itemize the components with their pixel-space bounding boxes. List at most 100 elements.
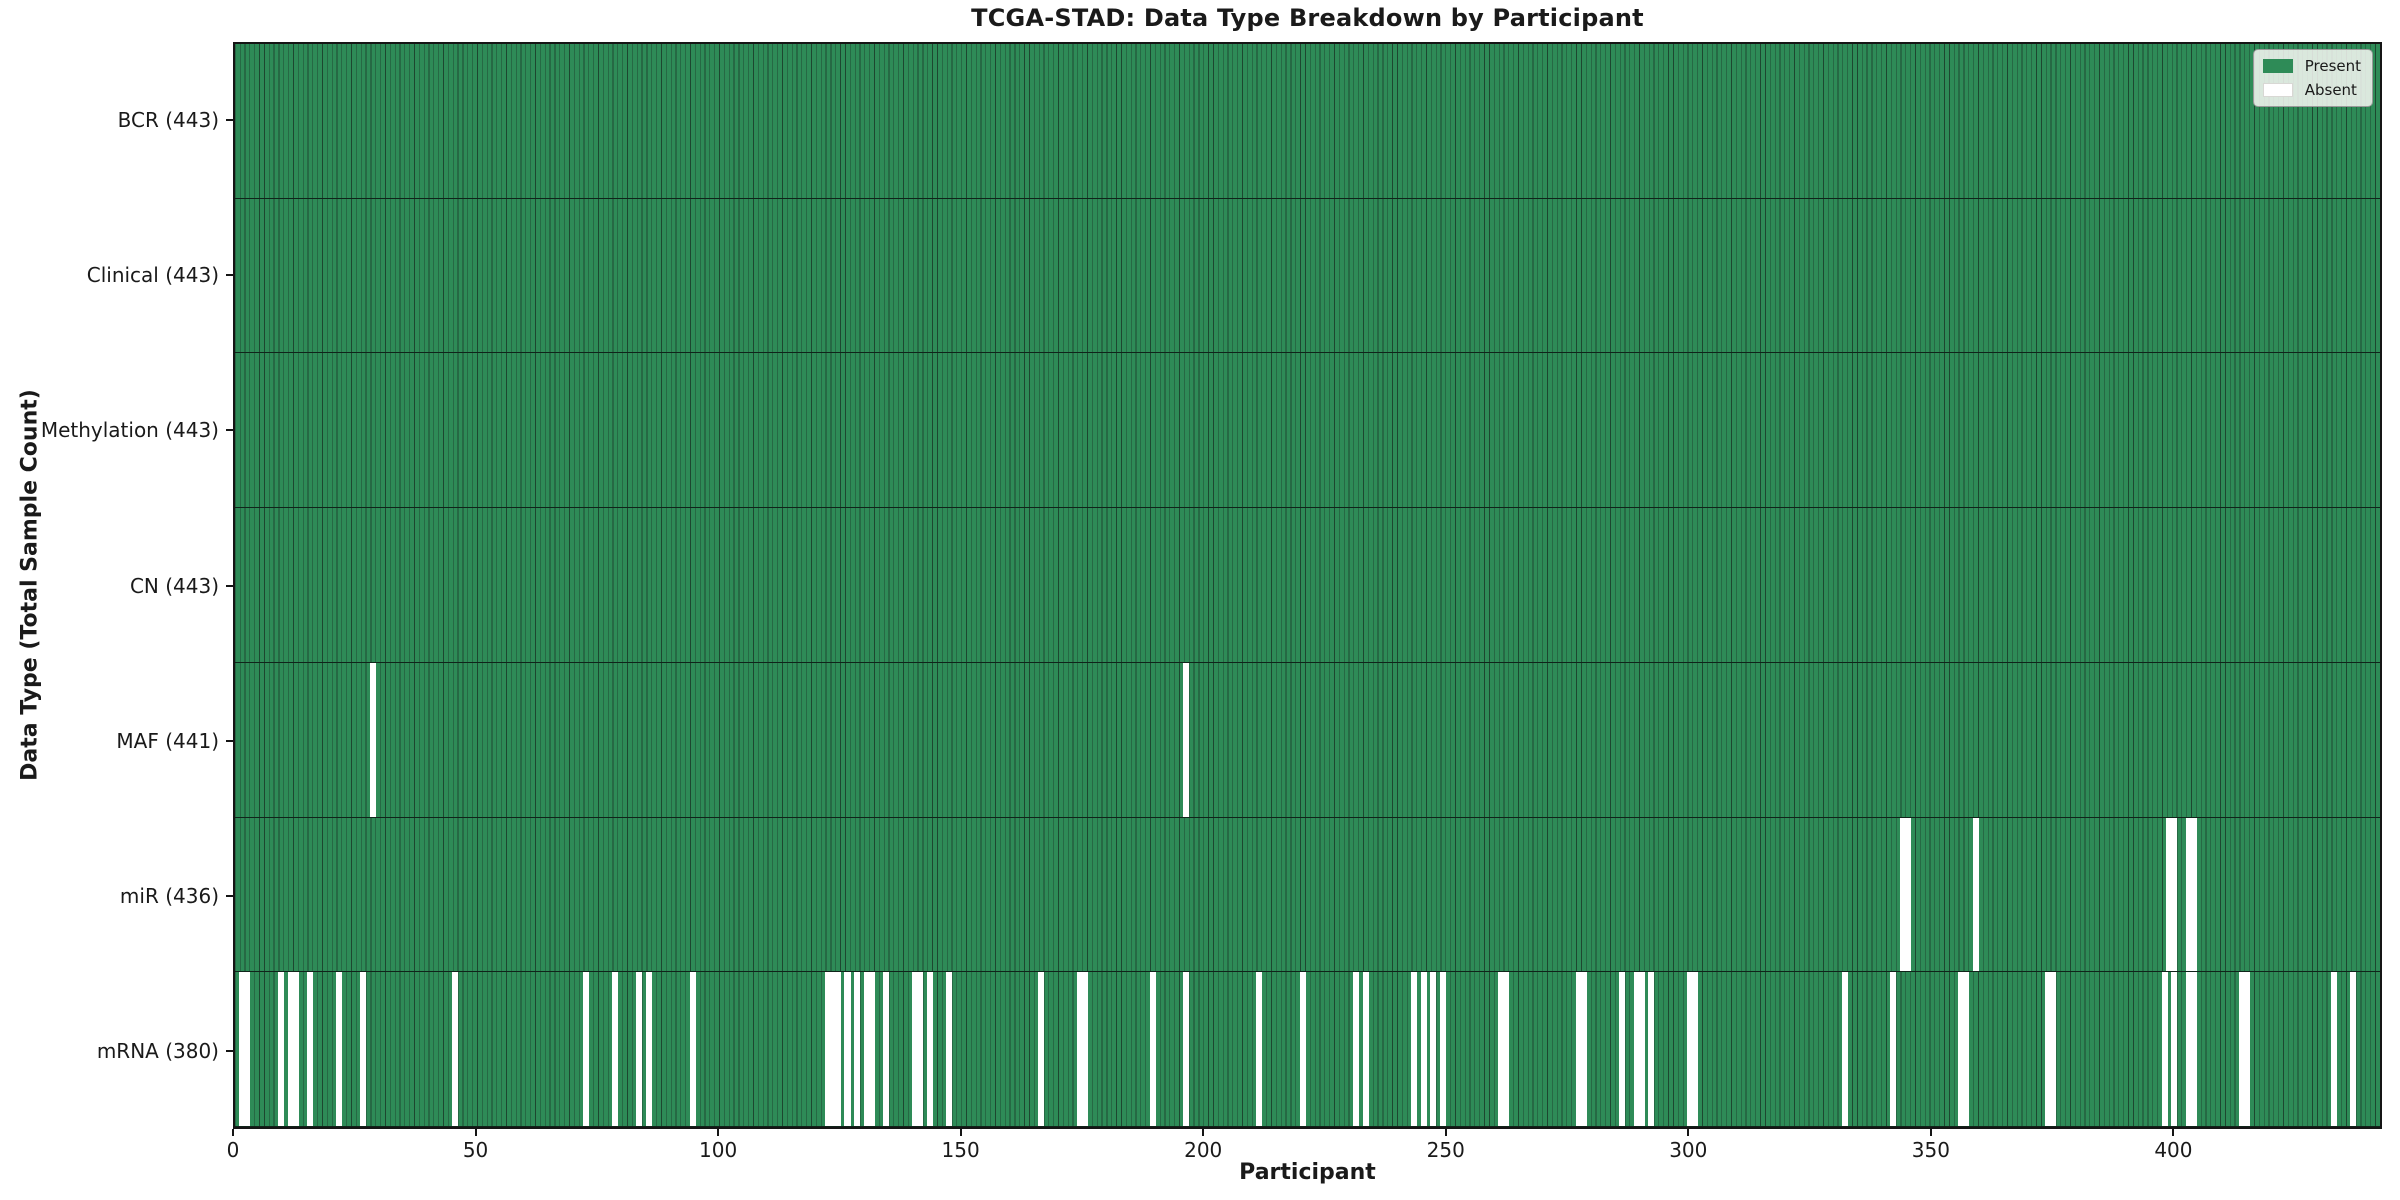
heatmap-row-miR: [235, 817, 2380, 973]
absent-cell: [336, 972, 343, 1127]
absent-cell: [2190, 817, 2197, 972]
x-tick-mark: [1687, 1129, 1690, 1136]
absent-cell: [1411, 972, 1418, 1127]
absent-cell: [452, 972, 459, 1127]
x-tick-label-250: 250: [1426, 1138, 1465, 1162]
absent-cell: [2166, 817, 2173, 972]
heatmap-row-CN: [235, 508, 2380, 663]
absent-cell: [1904, 817, 1911, 972]
absent-cell: [1081, 972, 1088, 1127]
absent-cell: [1183, 662, 1190, 817]
y-axis: BCR (443) Clinical (443) Methylation (443)…: [0, 42, 233, 1129]
y-tick-mark: [226, 118, 233, 121]
absent-cell: [1149, 972, 1156, 1127]
heatmap-row-MAF: [235, 662, 2380, 818]
absent-cell: [1076, 972, 1083, 1127]
absent-cell: [868, 972, 875, 1127]
absent-cell: [1362, 972, 1369, 1127]
absent-cell: [292, 972, 299, 1127]
x-tick-label-0: 0: [226, 1138, 240, 1162]
heatmap-row-mRNA: [235, 972, 2380, 1127]
absent-cell: [825, 972, 832, 1127]
absent-cell: [1503, 972, 1510, 1127]
absent-cell: [1299, 972, 1306, 1127]
absent-cell: [1256, 972, 1263, 1127]
absent-cell: [844, 972, 851, 1127]
x-tick-label-150: 150: [941, 1138, 980, 1162]
y-tick-mark: [226, 739, 233, 742]
x-tick-mark: [2172, 1129, 2175, 1136]
heatmap-row-Clinical: [235, 198, 2380, 354]
absent-cell: [1841, 972, 1848, 1127]
absent-cell: [1430, 972, 1437, 1127]
absent-cell: [1619, 972, 1626, 1127]
absent-cell: [2185, 817, 2192, 972]
absent-cell: [307, 972, 314, 1127]
absent-cell: [239, 972, 246, 1127]
x-tick-label-300: 300: [1669, 1138, 1708, 1162]
legend-label-present: Present: [2304, 57, 2361, 75]
absent-cell: [2171, 817, 2178, 972]
absent-cell: [917, 972, 924, 1127]
y-tick-label-Methylation: Methylation (443): [40, 418, 219, 443]
absent-cell: [2050, 972, 2057, 1127]
absent-cell: [2185, 972, 2192, 1127]
absent-cell: [2190, 972, 2197, 1127]
absent-cell: [1575, 972, 1582, 1127]
absent-swatch-icon: [2262, 83, 2293, 97]
x-axis-label: Participant: [1239, 1160, 1376, 1185]
absent-cell: [2330, 972, 2337, 1127]
absent-cell: [2171, 972, 2178, 1127]
absent-cell: [863, 972, 870, 1127]
absent-cell: [636, 972, 643, 1127]
y-tick-label-miR: miR (436): [119, 884, 219, 909]
absent-cell: [883, 972, 890, 1127]
heatmap-row-Methylation: [235, 353, 2380, 509]
absent-cell: [1958, 972, 1965, 1127]
heatmap-row-BCR: [235, 44, 2380, 199]
x-tick-label-50: 50: [462, 1138, 489, 1162]
y-tick-label-MAF: MAF (441): [116, 728, 219, 753]
x-tick-mark: [959, 1129, 962, 1136]
x-tick-mark: [1202, 1129, 1205, 1136]
absent-cell: [2243, 972, 2250, 1127]
absent-cell: [1498, 972, 1505, 1127]
y-tick-mark: [226, 1050, 233, 1053]
x-tick-label-350: 350: [1911, 1138, 1950, 1162]
absent-cell: [946, 972, 953, 1127]
x-tick-mark: [474, 1129, 477, 1136]
y-tick-mark: [226, 273, 233, 276]
absent-cell: [1691, 972, 1698, 1127]
absent-cell: [1420, 972, 1427, 1127]
y-tick-label-BCR: BCR (443): [117, 107, 219, 132]
absent-cell: [244, 972, 251, 1127]
x-tick-label-400: 400: [2154, 1138, 2193, 1162]
present-swatch-icon: [2262, 59, 2293, 73]
absent-cell: [1900, 817, 1907, 972]
legend-item-present: Present: [2262, 57, 2361, 75]
x-axis: 0 50 100 150 200 250 300 350 400: [227, 1129, 2382, 1165]
absent-cell: [1352, 972, 1359, 1127]
absent-cell: [689, 972, 696, 1127]
absent-cell: [2238, 972, 2245, 1127]
plot-area: Present Absent: [233, 42, 2382, 1129]
absent-cell: [2161, 972, 2168, 1127]
absent-cell: [1633, 972, 1640, 1127]
absent-cell: [645, 972, 652, 1127]
x-tick-mark: [232, 1129, 234, 1136]
absent-cell: [369, 662, 376, 817]
x-tick-mark: [1444, 1129, 1447, 1136]
absent-cell: [1183, 972, 1190, 1127]
y-tick-label-Clinical: Clinical (443): [86, 262, 219, 287]
x-tick-mark: [1929, 1129, 1932, 1136]
absent-cell: [912, 972, 919, 1127]
legend-label-absent: Absent: [2304, 81, 2357, 99]
absent-cell: [1038, 972, 1045, 1127]
absent-cell: [287, 972, 294, 1127]
absent-cell: [926, 972, 933, 1127]
y-tick-label-CN: CN (443): [129, 573, 219, 598]
absent-cell: [1638, 972, 1645, 1127]
absent-cell: [1890, 972, 1897, 1127]
absent-cell: [854, 972, 861, 1127]
